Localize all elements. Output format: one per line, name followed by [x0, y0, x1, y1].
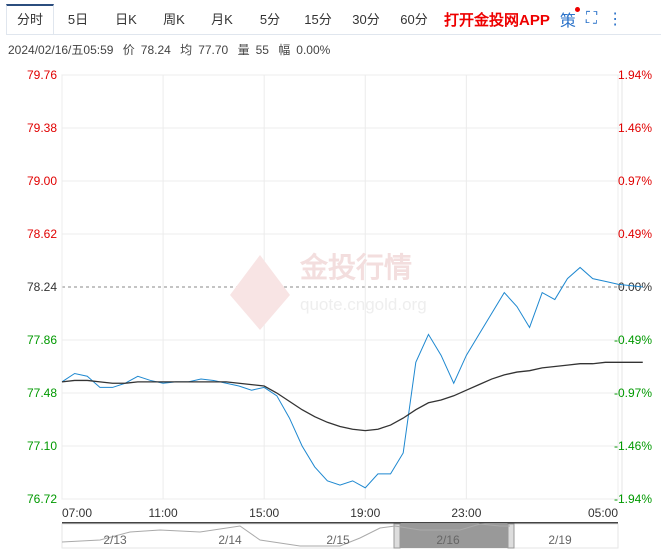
y-tick-label: 77.86	[27, 333, 57, 347]
pct-tick-label: -1.46%	[614, 439, 652, 453]
pct-tick-label: 1.94%	[618, 68, 652, 82]
tab-1[interactable]: 5日	[67, 12, 89, 27]
navigator-date: 2/14	[218, 533, 242, 547]
tab-2[interactable]: 日K	[115, 12, 137, 27]
x-tick-label: 07:00	[62, 506, 92, 520]
avg-line	[61, 361, 643, 432]
vol-label: 量	[237, 43, 250, 57]
navigator-bar	[62, 522, 618, 524]
x-tick-label: 23:00	[451, 506, 481, 520]
price-label: 价	[122, 43, 135, 57]
period-tabs: 分时 5日 日K 周K 月K 5分 15分 30分 60分 打开金投网APP 策 ⛶ ⋮	[6, 4, 661, 35]
navigator-date: 2/13	[103, 533, 127, 547]
change-label: 幅	[278, 43, 291, 57]
vol-value: 55	[255, 43, 269, 57]
datetime: 2024/02/16/五05:59	[8, 43, 114, 57]
tab-0[interactable]: 分时	[6, 4, 54, 34]
avg-label: 均	[180, 43, 193, 57]
navigator-date: 2/16	[436, 533, 460, 547]
more-icon[interactable]: ⋮	[607, 11, 624, 28]
pct-tick-label: 0.49%	[618, 227, 652, 241]
x-tick-label: 19:00	[350, 506, 380, 520]
tab-6[interactable]: 15分	[304, 12, 332, 27]
pct-tick-label: 0.97%	[618, 174, 652, 188]
pct-tick-label: 1.46%	[618, 121, 652, 135]
avg-value: 77.70	[198, 43, 229, 57]
pct-tick-label: 0.00%	[618, 280, 652, 294]
x-tick-label: 05:00	[588, 506, 618, 520]
x-tick-label: 11:00	[149, 506, 178, 520]
watermark-name: 金投行情	[299, 251, 412, 283]
navigator	[61, 523, 619, 549]
price-value: 78.24	[140, 43, 171, 57]
navigator-date: 2/15	[326, 533, 350, 547]
y-tick-label: 76.72	[27, 492, 57, 506]
tab-3[interactable]: 周K	[163, 12, 185, 27]
open-app-link[interactable]: 打开金投网APP	[444, 11, 550, 29]
navigator-selection	[398, 524, 511, 548]
y-tick-label: 79.00	[27, 174, 57, 188]
navigator-handle-right	[507, 523, 515, 549]
watermark-url: quote.cngold.org	[300, 295, 427, 314]
pct-tick-label: -0.97%	[614, 386, 652, 400]
info-bar: 2024/02/16/五05:59 价 78.24 均 77.70 量 55 幅 0.0…	[8, 41, 336, 58]
change-value: 0.00%	[296, 43, 331, 57]
navigator-date: 2/19	[548, 533, 572, 547]
tab-8[interactable]: 60分	[400, 12, 428, 27]
watermark-logo	[230, 255, 290, 330]
y-tick-label: 79.76	[27, 68, 57, 82]
pct-tick-label: -1.94%	[614, 492, 652, 506]
navigator-line	[61, 523, 510, 547]
tab-5[interactable]: 5分	[259, 12, 281, 27]
y-tick-label: 79.38	[27, 121, 57, 135]
y-tick-label: 78.62	[27, 227, 57, 241]
strategy-icon[interactable]: 策	[560, 7, 580, 31]
navigator-handle-left	[393, 523, 401, 549]
x-tick-label: 15:00	[249, 506, 279, 520]
tab-7[interactable]: 30分	[352, 12, 380, 27]
tab-4[interactable]: 月K	[211, 12, 233, 27]
pct-tick-label: -0.49%	[614, 333, 652, 347]
y-tick-label: 77.10	[27, 439, 57, 453]
fullscreen-icon[interactable]: ⛶	[585, 10, 598, 27]
y-tick-label: 78.24	[27, 280, 57, 294]
y-tick-label: 77.48	[27, 386, 57, 400]
